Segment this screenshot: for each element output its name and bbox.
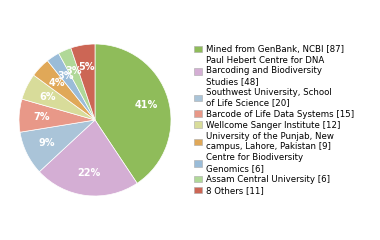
Text: 4%: 4% (48, 78, 65, 88)
Text: 6%: 6% (39, 92, 55, 102)
Wedge shape (39, 120, 137, 196)
Text: 3%: 3% (65, 66, 82, 76)
Wedge shape (20, 120, 95, 172)
Wedge shape (22, 75, 95, 120)
Legend: Mined from GenBank, NCBI [87], Paul Hebert Centre for DNA
Barcoding and Biodiver: Mined from GenBank, NCBI [87], Paul Hebe… (194, 45, 354, 195)
Text: 22%: 22% (77, 168, 100, 178)
Wedge shape (34, 61, 95, 120)
Text: 7%: 7% (34, 112, 50, 122)
Text: 3%: 3% (57, 71, 74, 81)
Wedge shape (71, 44, 95, 120)
Wedge shape (19, 99, 95, 132)
Text: 41%: 41% (134, 100, 158, 110)
Text: 5%: 5% (78, 62, 95, 72)
Wedge shape (95, 44, 171, 183)
Wedge shape (59, 48, 95, 120)
Wedge shape (48, 53, 95, 120)
Text: 9%: 9% (39, 138, 55, 148)
